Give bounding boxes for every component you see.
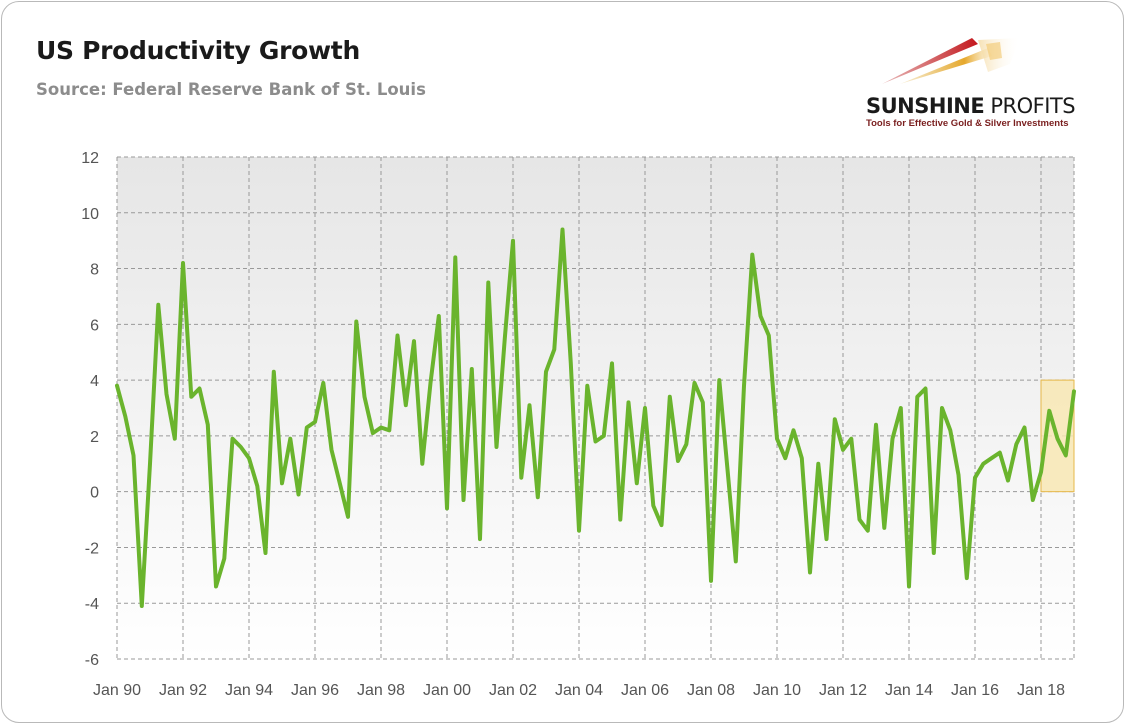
y-tick-label: -4 — [85, 596, 99, 613]
y-axis: -6 -4 -2 0 2 4 6 8 10 12 — [81, 150, 99, 669]
logo-swoosh-icon — [882, 38, 1020, 84]
x-tick-label: Jan 98 — [357, 682, 405, 699]
x-tick-label: Jan 04 — [555, 682, 603, 699]
y-tick-label: 8 — [90, 262, 99, 279]
y-tick-label: -2 — [85, 540, 99, 557]
y-tick-label: 2 — [90, 429, 99, 446]
y-tick-label: 12 — [81, 150, 99, 167]
x-tick-label: Jan 16 — [951, 682, 999, 699]
x-tick-label: Jan 06 — [621, 682, 669, 699]
plot-area — [117, 157, 1074, 659]
x-tick-label: Jan 00 — [423, 682, 471, 699]
logo-tagline: Tools for Effective Gold & Silver Invest… — [866, 118, 1069, 129]
x-tick-label: Jan 96 — [291, 682, 339, 699]
logo-name: SUNSHINE PROFITS — [866, 94, 1076, 118]
y-tick-label: -6 — [85, 652, 99, 669]
y-tick-label: 6 — [90, 317, 99, 334]
x-tick-label: Jan 10 — [753, 682, 801, 699]
x-tick-label: Jan 94 — [225, 682, 273, 699]
chart-title: US Productivity Growth — [36, 36, 360, 65]
y-tick-label: 0 — [90, 485, 99, 502]
chart-source: Source: Federal Reserve Bank of St. Loui… — [36, 80, 426, 99]
x-tick-label: Jan 90 — [93, 682, 141, 699]
y-tick-label: 4 — [90, 373, 99, 390]
x-tick-label: Jan 08 — [687, 682, 735, 699]
x-axis: Jan 90 Jan 92 Jan 94 Jan 96 Jan 98 Jan 00 Jan … — [93, 682, 1065, 699]
x-tick-label: Jan 14 — [885, 682, 933, 699]
x-tick-label: Jan 92 — [159, 682, 207, 699]
sunshine-profits-logo: SUNSHINE PROFITS Tools for Effective Gol… — [860, 34, 1080, 134]
series-layer — [115, 227, 1076, 608]
x-tick-label: Jan 12 — [819, 682, 867, 699]
y-tick-label: 10 — [81, 206, 99, 223]
x-tick-label: Jan 02 — [489, 682, 537, 699]
gridlines — [116, 156, 1075, 660]
x-tick-label: Jan 18 — [1017, 682, 1065, 699]
